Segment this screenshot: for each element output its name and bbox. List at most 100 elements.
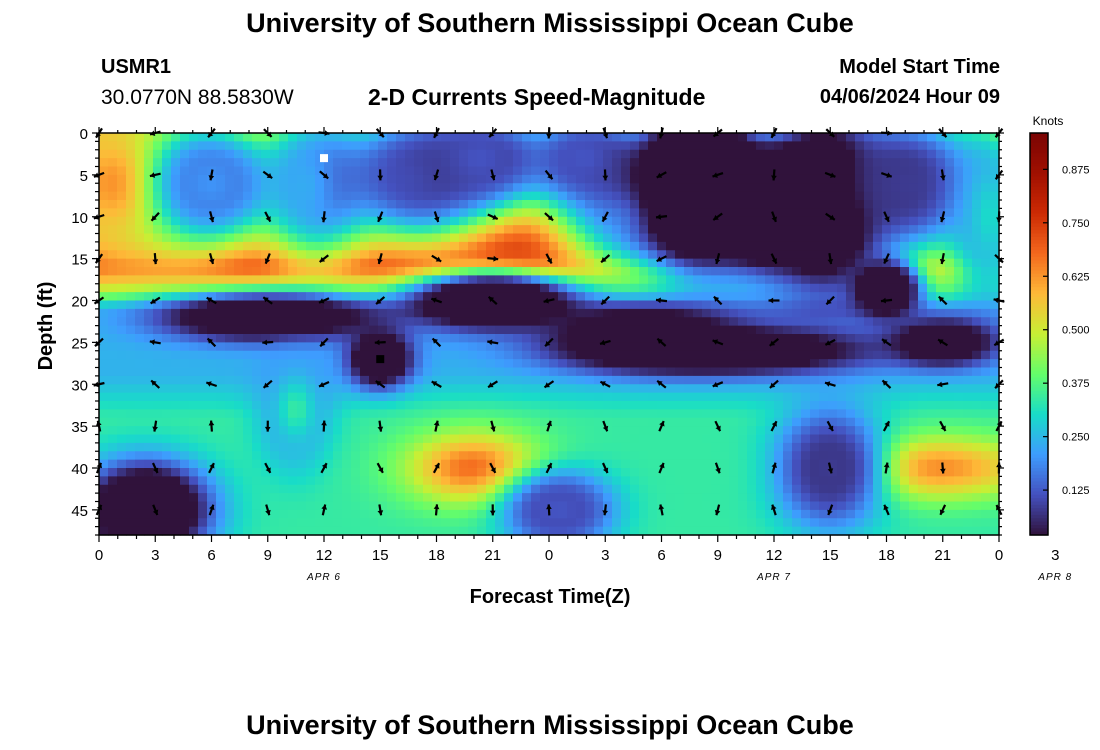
heatmap-cell bbox=[99, 359, 109, 369]
heatmap-cell bbox=[135, 325, 145, 335]
heatmap-cell bbox=[414, 493, 424, 503]
heatmap-cell bbox=[729, 350, 739, 360]
heatmap-cell bbox=[108, 350, 118, 360]
heatmap-cell bbox=[540, 216, 550, 226]
heatmap-cell bbox=[684, 216, 694, 226]
heatmap-cell bbox=[504, 342, 514, 352]
heatmap-cell bbox=[351, 451, 361, 461]
heatmap-cell bbox=[675, 442, 685, 452]
heatmap-cell bbox=[666, 216, 676, 226]
current-arrow bbox=[937, 338, 948, 347]
heatmap-cell bbox=[990, 442, 1000, 452]
heatmap-cell bbox=[594, 191, 604, 201]
heatmap-cell bbox=[207, 174, 217, 184]
heatmap-cell bbox=[360, 359, 370, 369]
heatmap-cell bbox=[108, 191, 118, 201]
heatmap-cell bbox=[324, 233, 334, 243]
heatmap-cell bbox=[153, 149, 163, 159]
heatmap-cell bbox=[882, 174, 892, 184]
heatmap-cell bbox=[414, 133, 424, 142]
heatmap-cell bbox=[432, 459, 442, 469]
heatmap-cell bbox=[522, 409, 532, 419]
heatmap-cell bbox=[621, 233, 631, 243]
heatmap-cell bbox=[585, 250, 595, 260]
heatmap-cell bbox=[171, 350, 181, 360]
heatmap-cell bbox=[702, 292, 712, 302]
heatmap-cell bbox=[540, 141, 550, 151]
heatmap-cell bbox=[864, 375, 874, 385]
heatmap-cell bbox=[972, 501, 982, 511]
heatmap-cell bbox=[288, 216, 298, 226]
heatmap-cell bbox=[144, 526, 154, 536]
heatmap-cell bbox=[639, 208, 649, 218]
heatmap-cell bbox=[126, 317, 136, 327]
heatmap-cell bbox=[288, 518, 298, 528]
heatmap-cell bbox=[270, 401, 280, 410]
heatmap-cell bbox=[810, 216, 820, 226]
heatmap-cell bbox=[189, 166, 199, 176]
heatmap-cell bbox=[801, 384, 811, 394]
heatmap-cell bbox=[414, 384, 424, 394]
heatmap-cell bbox=[945, 509, 955, 519]
heatmap-cell bbox=[945, 493, 955, 503]
heatmap-cell bbox=[747, 225, 757, 235]
heatmap-cell bbox=[495, 183, 505, 193]
heatmap-cell bbox=[945, 308, 955, 318]
heatmap-cell bbox=[324, 350, 334, 360]
heatmap-cell bbox=[288, 174, 298, 184]
heatmap-cell bbox=[702, 518, 712, 528]
heatmap-cell bbox=[963, 149, 973, 159]
heatmap-cell bbox=[513, 308, 523, 318]
heatmap-cell bbox=[819, 334, 829, 343]
heatmap-cell bbox=[315, 250, 325, 260]
heatmap-cell bbox=[243, 468, 253, 477]
heatmap-cell bbox=[342, 300, 352, 310]
heatmap-cell bbox=[837, 509, 847, 519]
heatmap-cell bbox=[783, 392, 793, 402]
heatmap-cell bbox=[216, 342, 226, 352]
heatmap-cell bbox=[729, 158, 739, 168]
heatmap-cell bbox=[720, 300, 730, 310]
heatmap-cell bbox=[846, 375, 856, 385]
heatmap-cell bbox=[630, 350, 640, 360]
heatmap-cell bbox=[225, 267, 235, 276]
heatmap-cell bbox=[126, 501, 136, 511]
heatmap-cell bbox=[396, 325, 406, 335]
heatmap-cell bbox=[945, 468, 955, 477]
heatmap-cell bbox=[702, 241, 712, 251]
heatmap-cell bbox=[423, 434, 433, 444]
heatmap-cell bbox=[900, 434, 910, 444]
heatmap-cell bbox=[117, 141, 127, 151]
heatmap-cell bbox=[477, 434, 487, 444]
heatmap-cell bbox=[648, 250, 658, 260]
heatmap-cell bbox=[936, 183, 946, 193]
heatmap-cell bbox=[414, 509, 424, 519]
heatmap-cell bbox=[855, 375, 865, 385]
heatmap-cell bbox=[837, 208, 847, 218]
heatmap-cell bbox=[828, 442, 838, 452]
heatmap-cell bbox=[630, 501, 640, 511]
heatmap-cell bbox=[324, 158, 334, 168]
heatmap-cell bbox=[945, 200, 955, 209]
heatmap-cell bbox=[180, 509, 190, 519]
heatmap-cell bbox=[918, 434, 928, 444]
heatmap-cell bbox=[450, 367, 460, 377]
heatmap-cell bbox=[900, 275, 910, 285]
heatmap-cell bbox=[738, 367, 748, 377]
heatmap-cell bbox=[738, 350, 748, 360]
heatmap-cell bbox=[522, 283, 532, 293]
heatmap-cell bbox=[216, 459, 226, 469]
heatmap-cell bbox=[774, 300, 784, 310]
heatmap-cell bbox=[486, 300, 496, 310]
heatmap-cell bbox=[873, 141, 883, 151]
heatmap-cell bbox=[693, 267, 703, 276]
heatmap-cell bbox=[603, 216, 613, 226]
heatmap-cell bbox=[432, 342, 442, 352]
heatmap-cell bbox=[486, 342, 496, 352]
heatmap-cell bbox=[288, 384, 298, 394]
heatmap-cell bbox=[918, 409, 928, 419]
heatmap-cell bbox=[513, 417, 523, 427]
heatmap-cell bbox=[891, 325, 901, 335]
heatmap-cell bbox=[468, 459, 478, 469]
heatmap-cell bbox=[126, 375, 136, 385]
